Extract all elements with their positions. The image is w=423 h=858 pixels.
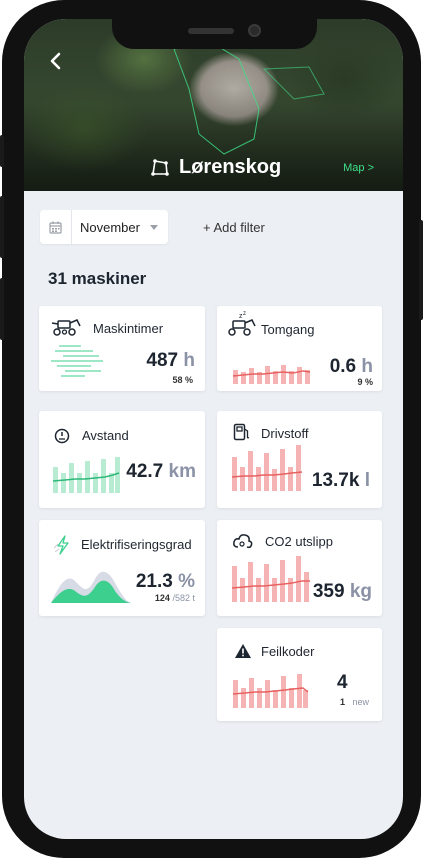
- card-feilkoder[interactable]: Feilkoder 4 1 new: [217, 628, 382, 721]
- idle-bar-chart: [233, 365, 311, 384]
- month-value: November: [80, 219, 140, 235]
- card-sub-value: 124 /582 t: [154, 593, 195, 603]
- speaker: [188, 28, 234, 34]
- gauge-icon: [54, 428, 70, 444]
- filter-bar: November + Add filter: [40, 210, 265, 244]
- svg-text:z: z: [239, 313, 243, 320]
- card-title: Feilkoder: [261, 644, 315, 659]
- card-co2-utslipp[interactable]: CO2 utslipp 359 kg: [217, 520, 382, 616]
- phone-side-button: [0, 196, 4, 258]
- card-value: 359 kg: [312, 581, 372, 602]
- camera: [248, 24, 261, 37]
- map-link[interactable]: Map >: [343, 162, 374, 174]
- co2-bar-chart: [232, 556, 310, 602]
- svg-text:z: z: [243, 311, 246, 317]
- card-value: 487 h: [146, 350, 195, 371]
- card-sub-value: 58 %: [172, 375, 193, 385]
- card-sub-value: 9 %: [357, 377, 373, 387]
- fuel-pump-icon: [233, 423, 250, 441]
- excavator-icon: [51, 319, 81, 336]
- distance-bar-chart: [53, 457, 120, 493]
- calendar-icon: [40, 210, 72, 244]
- card-elektrifiseringsgrad[interactable]: Elektrifiseringsgrad 21.3 % 124 /582 t: [39, 520, 205, 616]
- card-title: Maskintimer: [93, 321, 164, 336]
- add-filter-button[interactable]: + Add filter: [203, 219, 265, 235]
- card-value: 4: [337, 672, 348, 693]
- app-screen: Lørenskog Map > November: [24, 19, 403, 839]
- card-sub-value: 1 new: [340, 697, 370, 707]
- site-boundary-overlay: [173, 43, 325, 155]
- fault-codes-bar-chart: [233, 674, 309, 708]
- phone-side-button: [419, 220, 423, 320]
- lightning-icon: [53, 535, 69, 555]
- phone-notch: [112, 19, 317, 49]
- card-drivstoff[interactable]: Drivstoff 13.7k l: [217, 411, 382, 508]
- hours-line-chart: [51, 345, 103, 377]
- idle-excavator-icon: z z: [228, 311, 256, 336]
- card-avstand[interactable]: Avstand 42.7 km: [39, 411, 205, 508]
- card-value: 42.7 km: [126, 461, 196, 482]
- card-title: Tomgang: [261, 322, 315, 337]
- polygon-area-icon: [151, 159, 169, 176]
- fuel-bar-chart: [232, 445, 303, 491]
- site-name: Lørenskog: [179, 156, 282, 178]
- card-title: Avstand: [82, 428, 129, 443]
- electrification-area-chart: [51, 571, 131, 603]
- card-title: CO2 utslipp: [265, 534, 333, 549]
- card-value: 0.6 h: [329, 356, 373, 377]
- card-tomgang[interactable]: z z Tomgang 0.6 h 9: [217, 306, 382, 391]
- warning-icon: [235, 644, 251, 658]
- co2-cloud-icon: [233, 534, 253, 549]
- phone-side-button: [0, 135, 4, 167]
- card-maskintimer[interactable]: Maskintimer 487 h 58 %: [39, 306, 205, 391]
- chevron-down-icon: [150, 224, 158, 230]
- phone-side-button: [0, 278, 4, 340]
- chevron-left-icon: [50, 52, 61, 70]
- card-value: 21.3 %: [135, 571, 195, 592]
- month-select[interactable]: November: [40, 210, 168, 244]
- card-title: Elektrifiseringsgrad: [81, 537, 192, 552]
- card-title: Drivstoff: [261, 426, 309, 441]
- site-title: Lørenskog: [151, 156, 281, 179]
- machine-count-title: 31 maskiner: [48, 269, 147, 288]
- back-button[interactable]: [46, 51, 66, 71]
- card-value: 13.7k l: [311, 470, 370, 491]
